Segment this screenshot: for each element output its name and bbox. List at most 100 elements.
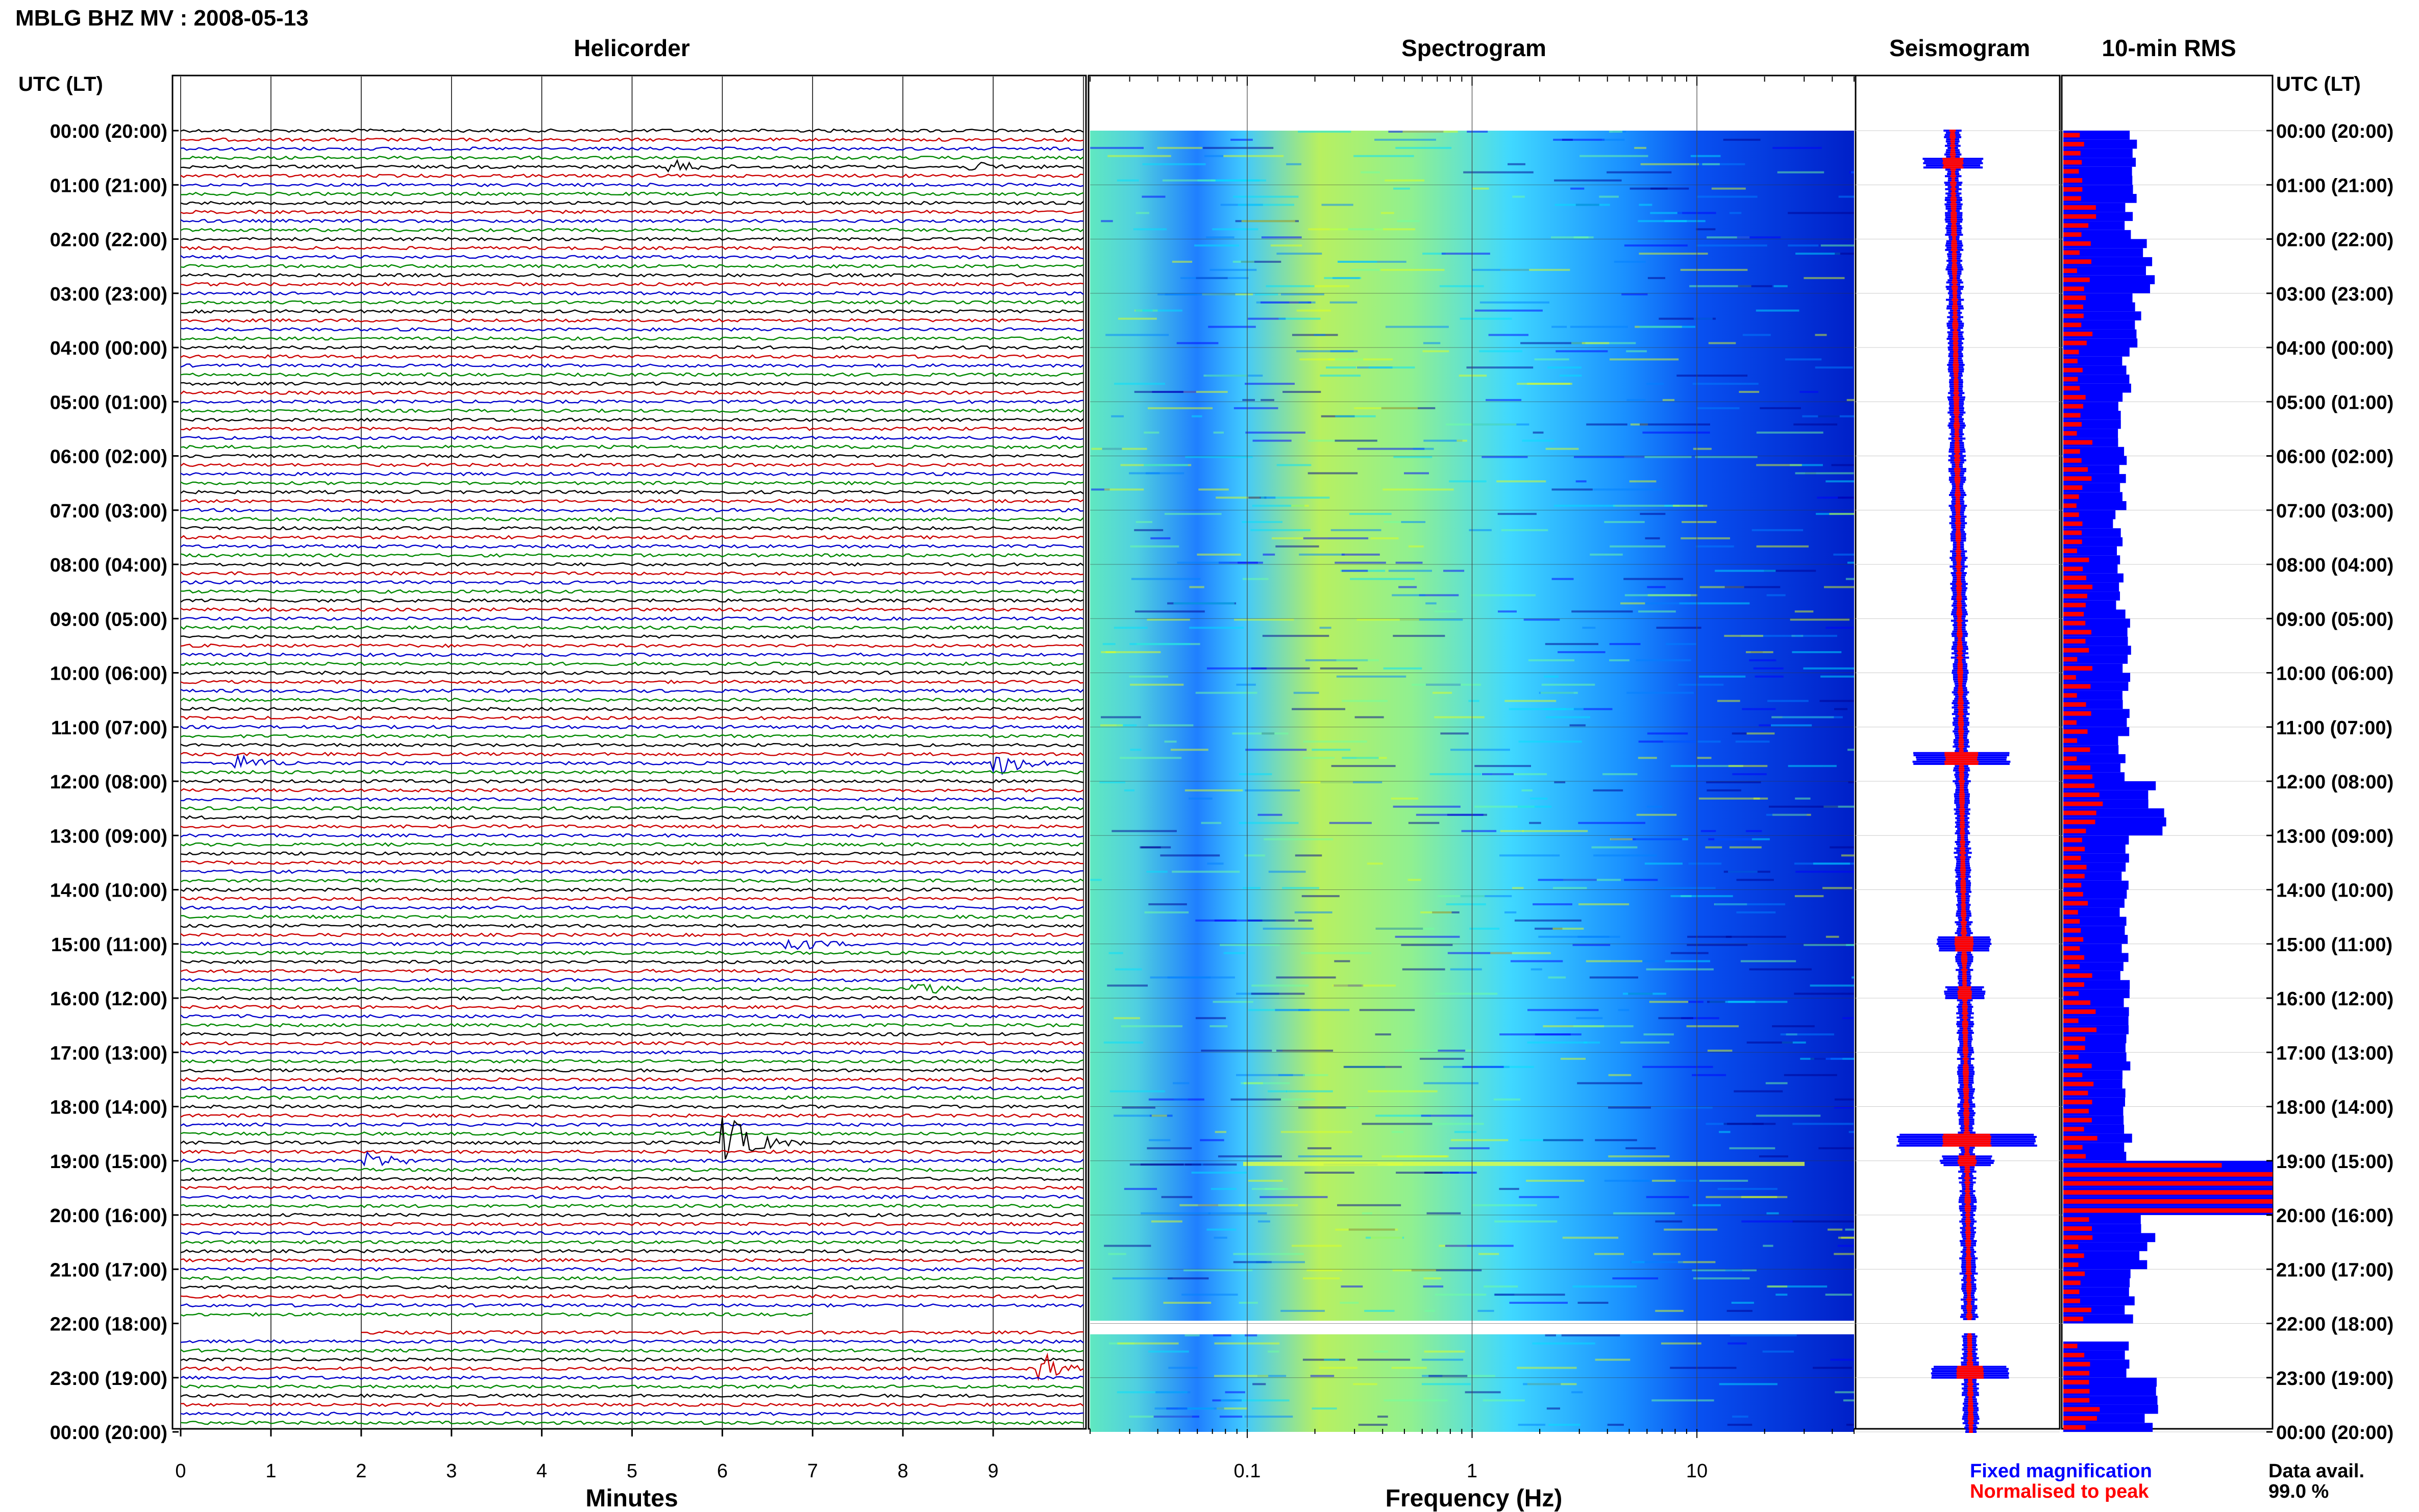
spectrogram-cell: [1626, 691, 1694, 694]
spectrogram-cell: [1350, 578, 1415, 580]
spectrogram-cell: [1252, 505, 1305, 507]
spectrogram-cell: [1357, 448, 1425, 450]
helicorder-trace: [180, 562, 1084, 567]
spectrogram-cell: [1090, 146, 1144, 149]
spectrogram-cell: [1849, 171, 1854, 173]
spectrogram-cell: [1146, 871, 1168, 873]
spectrogram-cell: [1443, 569, 1465, 572]
spectrogram-cell: [1522, 830, 1588, 832]
helicorder-trace: [180, 272, 1084, 278]
helicorder-x-tick-label: 9: [988, 1460, 999, 1482]
spectrogram-cell: [1402, 968, 1445, 971]
rms-fixed-bar: [2063, 284, 2150, 293]
spectrogram-cell: [1696, 545, 1734, 548]
spectrogram-cell: [1280, 1131, 1352, 1133]
spectrogram-cell: [1745, 830, 1762, 832]
spectrogram-cell: [1612, 1277, 1659, 1280]
helicorder-trace: [180, 282, 1084, 287]
spectrogram-cell: [1527, 1042, 1587, 1044]
spectrogram-cell: [1385, 326, 1449, 328]
rms-normalised-bar: [2063, 386, 2080, 391]
helicorder-trace: [180, 1303, 1084, 1308]
spectrogram-cell: [1108, 1253, 1126, 1255]
helicorder-trace: [180, 869, 1084, 874]
spectrogram-cell: [1834, 708, 1848, 710]
helicorder-trace: [180, 887, 1083, 892]
spectrogram-cell: [1276, 253, 1322, 255]
spectrogram-cell: [1756, 464, 1802, 466]
time-tick-label-right: 22:00 (18:00): [2276, 1314, 2393, 1335]
spectrogram-cell: [1649, 1001, 1689, 1003]
spectrogram-cell: [1195, 919, 1263, 922]
spectrogram-cell: [1150, 537, 1171, 539]
helicorder-trace: [180, 255, 1084, 260]
time-tick-label-right: 06:00 (02:00): [2276, 447, 2393, 468]
spectrogram-cell: [1593, 789, 1623, 791]
spectrogram-cell: [1219, 1416, 1243, 1418]
spectrogram-cell: [1520, 342, 1586, 344]
spectrogram-cell: [1522, 439, 1554, 442]
spectrogram-cell: [1447, 952, 1512, 954]
spectrogram-cell: [1278, 1074, 1293, 1076]
rms-fixed-bar: [2063, 1423, 2153, 1432]
spectrogram-cell: [1395, 561, 1423, 564]
spectrogram-cell: [1626, 350, 1647, 353]
spectrogram-cell: [1825, 935, 1839, 938]
rms-normalised-bar: [2063, 359, 2078, 363]
rms-normalised-bar: [2063, 205, 2096, 210]
spectrogram-cell: [1670, 895, 1733, 898]
rms-normalised-bar: [2063, 549, 2077, 553]
time-tick-label-left: 03:00 (23:00): [50, 284, 167, 305]
spectrogram-cell: [1393, 805, 1461, 808]
spectrogram-cell: [1519, 1196, 1559, 1198]
spectrogram-cell: [1756, 1114, 1821, 1117]
spectrogram-cell: [1749, 968, 1812, 971]
spectrogram-cell: [1479, 301, 1549, 304]
spectrogram-cell: [1756, 309, 1799, 312]
rms-normalised-bar: [2063, 223, 2089, 228]
rms-normalised-bar: [2063, 503, 2077, 508]
data-avail-value: 99.0 %: [2268, 1481, 2329, 1502]
time-tick-label-right: 08:00 (04:00): [2276, 555, 2393, 576]
time-tick-label-left: 00:00 (20:00): [50, 121, 167, 142]
helicorder-trace: [180, 489, 1084, 494]
spectrogram-plot: [1090, 77, 1854, 1432]
spectrogram-cell: [1357, 1358, 1411, 1361]
spectrogram-cell: [1434, 716, 1485, 718]
spectrogram-cell: [1533, 903, 1572, 906]
rms-normalised-bar: [2063, 1009, 2096, 1014]
spectrogram-cell: [1732, 1416, 1748, 1418]
rms-normalised-bar: [2063, 1046, 2085, 1050]
spectrogram-cell: [1216, 497, 1260, 499]
helicorder-trace: [180, 742, 1084, 748]
spectrogram-cell: [1794, 610, 1814, 613]
rms-normalised-bar: [2063, 449, 2080, 454]
helicorder-trace: [180, 779, 1084, 784]
spectrogram-cell: [1824, 586, 1854, 588]
rms-normalised-bar: [2063, 566, 2083, 572]
spectrogram-cell: [1223, 952, 1245, 954]
spectrogram-cell: [1766, 813, 1807, 816]
spectrogram-cell: [1384, 1399, 1448, 1402]
spectrogram-cell: [1148, 903, 1187, 906]
spectrogram-cell: [1104, 488, 1144, 491]
spectrogram-cell: [1504, 911, 1517, 913]
spectrogram-cell: [1647, 805, 1662, 808]
spectrogram-cell: [1449, 1147, 1490, 1150]
spectrogram-cell: [1245, 1334, 1257, 1336]
spectrogram-cell: [1179, 1204, 1245, 1206]
spectrogram-cell: [1206, 236, 1235, 239]
spectrogram-cell: [1412, 683, 1481, 686]
spectrogram-cell: [1300, 781, 1353, 783]
spectrogram-cell: [1771, 724, 1812, 727]
spectrogram-cell: [1834, 1098, 1854, 1101]
spectrogram-cell: [1195, 691, 1257, 694]
spectrogram-cell: [1646, 968, 1714, 971]
helicorder-x-tick-label: 1: [265, 1460, 276, 1482]
spectrogram-cell: [1788, 244, 1819, 247]
spectrogram-cell: [1488, 334, 1528, 336]
spectrogram-cell: [1374, 1350, 1388, 1353]
helicorder-trace: [180, 435, 1084, 440]
rms-normalised-bar: [2063, 973, 2092, 978]
